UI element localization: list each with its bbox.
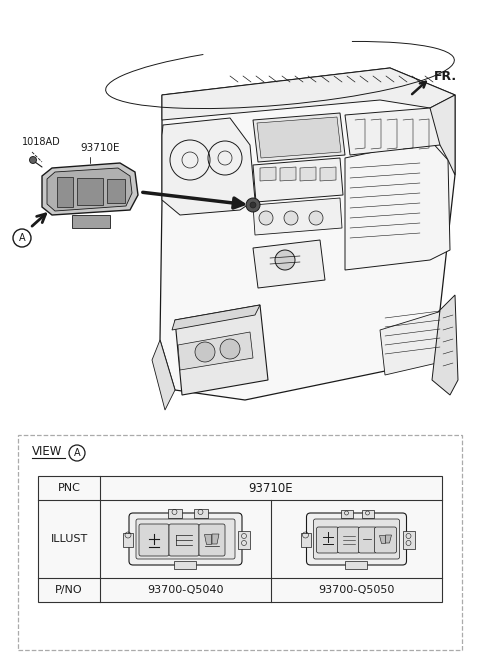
Bar (173, 561, 195, 569)
Text: VIEW: VIEW (32, 445, 62, 458)
Text: FR.: FR. (434, 70, 457, 83)
Polygon shape (152, 340, 175, 410)
FancyBboxPatch shape (337, 527, 360, 553)
FancyBboxPatch shape (359, 527, 376, 553)
Text: 93700-Q5040: 93700-Q5040 (147, 585, 224, 595)
FancyBboxPatch shape (136, 519, 235, 559)
FancyBboxPatch shape (199, 524, 225, 556)
Circle shape (195, 342, 215, 362)
Polygon shape (162, 68, 455, 120)
FancyBboxPatch shape (129, 513, 242, 565)
FancyBboxPatch shape (313, 519, 399, 559)
Bar (193, 509, 207, 518)
Polygon shape (300, 167, 316, 181)
Bar (300, 533, 311, 547)
Circle shape (250, 202, 256, 208)
Text: P/NO: P/NO (55, 585, 83, 595)
Polygon shape (253, 198, 342, 235)
Text: 1018AD: 1018AD (22, 137, 61, 147)
Circle shape (220, 339, 240, 359)
Bar (361, 510, 373, 518)
Bar (238, 531, 250, 549)
Circle shape (259, 211, 273, 225)
Bar (38, 476, 442, 602)
Polygon shape (380, 310, 450, 375)
Text: PNC: PNC (58, 483, 81, 493)
Polygon shape (42, 163, 138, 215)
FancyBboxPatch shape (169, 524, 199, 556)
Polygon shape (72, 215, 110, 228)
Text: A: A (19, 233, 25, 243)
Polygon shape (432, 295, 458, 395)
Bar (168, 509, 181, 518)
Polygon shape (430, 95, 455, 175)
Polygon shape (175, 305, 268, 395)
Text: ILLUST: ILLUST (50, 534, 88, 544)
Bar (123, 533, 133, 547)
Polygon shape (162, 118, 255, 215)
Circle shape (246, 198, 260, 212)
FancyBboxPatch shape (139, 524, 169, 556)
Polygon shape (385, 535, 392, 543)
FancyBboxPatch shape (316, 527, 338, 553)
Text: 93700-Q5050: 93700-Q5050 (318, 585, 395, 595)
Polygon shape (204, 534, 211, 544)
Circle shape (275, 250, 295, 270)
Polygon shape (345, 140, 450, 270)
Polygon shape (257, 117, 341, 158)
Polygon shape (57, 177, 73, 207)
Circle shape (284, 211, 298, 225)
FancyBboxPatch shape (307, 513, 407, 565)
Polygon shape (172, 305, 260, 330)
Bar (18, 435, 462, 650)
Polygon shape (320, 167, 336, 181)
Polygon shape (253, 113, 345, 162)
Bar (340, 510, 352, 518)
Polygon shape (253, 240, 325, 288)
Polygon shape (178, 332, 253, 370)
Polygon shape (160, 68, 455, 400)
Bar (403, 531, 415, 549)
Polygon shape (47, 168, 132, 211)
Circle shape (29, 157, 36, 163)
Text: A: A (74, 448, 80, 458)
Polygon shape (212, 534, 219, 544)
Polygon shape (280, 167, 296, 181)
FancyBboxPatch shape (374, 527, 396, 553)
Bar (345, 561, 367, 569)
Circle shape (309, 211, 323, 225)
Polygon shape (379, 535, 384, 543)
Text: 93710E: 93710E (249, 482, 293, 495)
Text: 93710E: 93710E (80, 143, 120, 153)
Polygon shape (345, 108, 445, 155)
FancyArrowPatch shape (143, 192, 243, 208)
Polygon shape (260, 167, 276, 181)
Polygon shape (107, 179, 125, 203)
Polygon shape (253, 158, 343, 202)
Polygon shape (77, 178, 103, 205)
